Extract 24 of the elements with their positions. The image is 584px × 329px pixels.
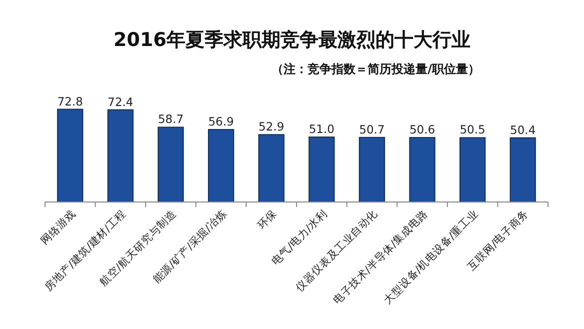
x-tick-label: 环保 xyxy=(255,208,280,232)
x-tick-label: 网络游戏 xyxy=(38,206,78,248)
bar xyxy=(107,109,134,202)
bar xyxy=(510,137,536,202)
data-label: 56.9 xyxy=(208,114,234,129)
data-label: 52.9 xyxy=(258,120,284,134)
data-label: 51.0 xyxy=(308,122,334,136)
bar xyxy=(258,134,284,202)
chart-title: 2016年夏季求职期竞争最激烈的十大行业 xyxy=(114,29,470,51)
data-label: 58.7 xyxy=(158,112,184,126)
bar xyxy=(208,129,234,202)
chart-subtitle: （注：竞争指数＝简历投递量/职位量） xyxy=(272,62,480,76)
bar xyxy=(57,108,84,202)
data-label: 50.6 xyxy=(409,122,436,137)
bar xyxy=(358,136,386,202)
bar xyxy=(409,137,436,202)
data-label: 50.5 xyxy=(460,122,486,137)
bar xyxy=(308,136,335,202)
data-label: 50.4 xyxy=(510,122,536,137)
data-label: 72.8 xyxy=(57,94,83,108)
data-label: 72.4 xyxy=(108,94,134,109)
bar xyxy=(459,137,486,202)
data-label: 50.7 xyxy=(359,122,385,136)
bar xyxy=(158,126,184,202)
